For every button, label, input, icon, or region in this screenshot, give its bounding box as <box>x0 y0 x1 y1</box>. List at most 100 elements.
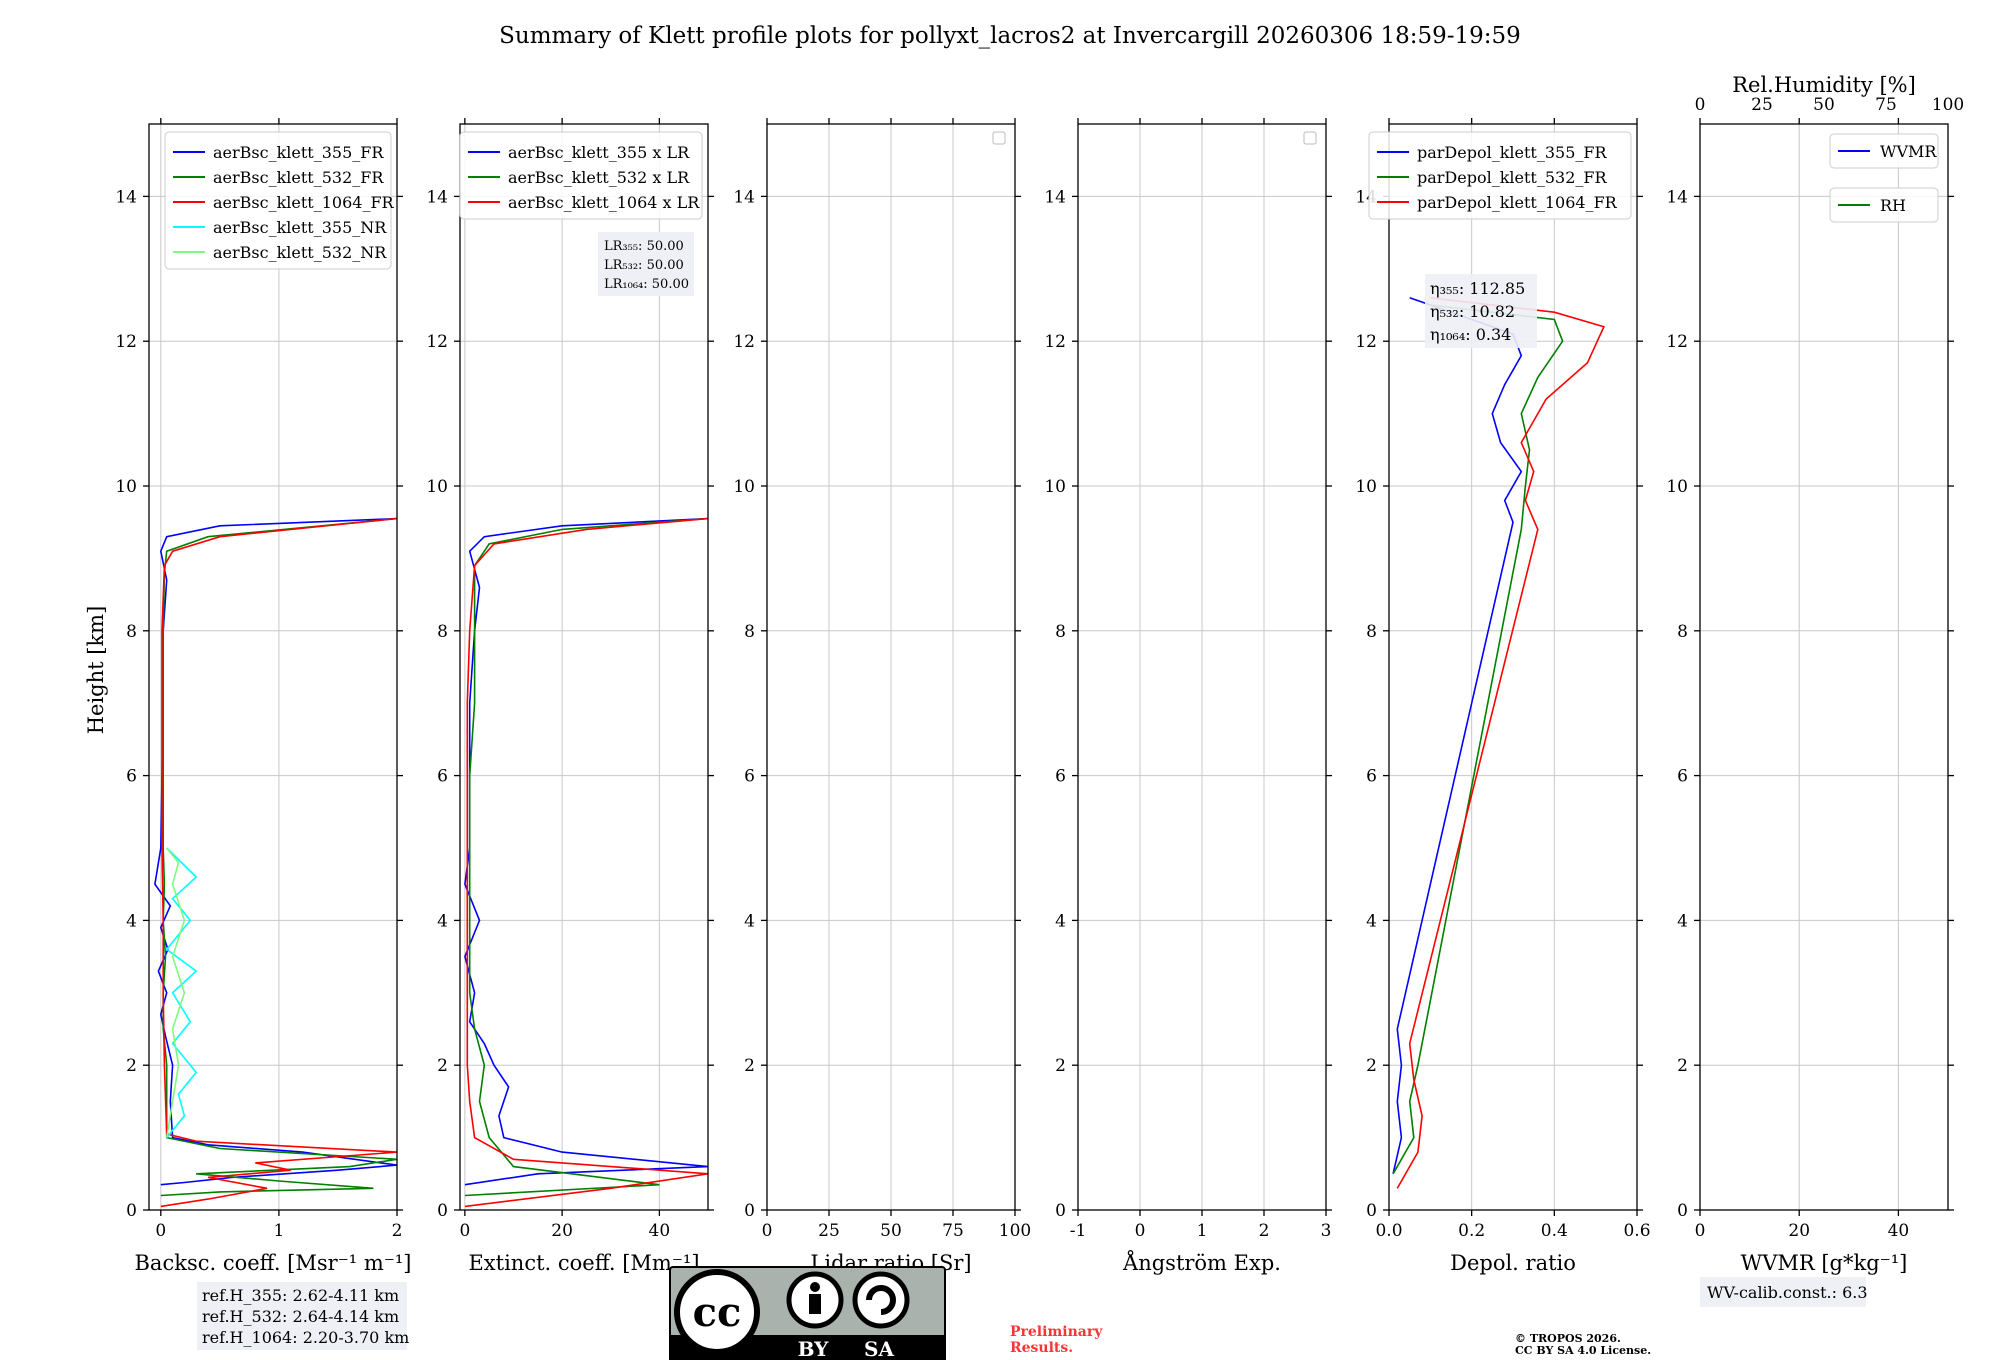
eta-annotation: η₃₅₅: 112.85 <box>1430 279 1525 298</box>
x-tick-label: 75 <box>942 1221 964 1241</box>
x-tick-label: 2 <box>392 1221 403 1241</box>
y-tick-label: 4 <box>1366 911 1377 931</box>
y-tick-label: 12 <box>1044 332 1066 352</box>
y-tick-label: 10 <box>115 477 137 497</box>
annotation-box <box>1700 1277 1866 1307</box>
y-tick-label: 8 <box>437 622 448 642</box>
plot-area <box>1700 124 1948 1210</box>
y-tick-label: 2 <box>126 1056 137 1076</box>
x-tick-label: 0.6 <box>1623 1221 1650 1241</box>
y-tick-label: 14 <box>733 187 755 207</box>
x-tick-label: 2 <box>1259 1221 1270 1241</box>
y-axis-label: Height [km] <box>84 606 108 735</box>
x-tick-label: 0 <box>762 1221 773 1241</box>
wv-calib-annotation: WV-calib.const.: 6.3 <box>1707 1283 1868 1302</box>
series-line-aerBsc_klett_355_NR <box>165 847 198 1139</box>
legend-entry-parDepol_klett_532_FR: parDepol_klett_532_FR <box>1417 168 1608 187</box>
legend-box <box>1829 133 1939 169</box>
x-tick-label: 25 <box>818 1221 840 1241</box>
x-tick-label: 1 <box>1197 1221 1208 1241</box>
y-tick-label: 4 <box>744 911 755 931</box>
series-line-aerBsc_klett_1064 x LR <box>464 517 708 1208</box>
legend-entry-aerBsc_klett_1064_FR: aerBsc_klett_1064_FR <box>213 193 395 212</box>
y-tick-label: 10 <box>1666 477 1688 497</box>
legend-box <box>164 131 392 270</box>
ref-height-annotation: ref.H_355: 2.62-4.11 km <box>202 1286 399 1305</box>
y-tick-label: 6 <box>1055 767 1066 787</box>
by-label: BY <box>798 1337 830 1360</box>
x-axis-label: Depol. ratio <box>1450 1251 1576 1275</box>
legend-entry-aerBsc_klett_532 x LR: aerBsc_klett_532 x LR <box>508 168 690 187</box>
ref-height-annotation: ref.H_1064: 2.20-3.70 km <box>202 1328 409 1347</box>
y-tick-label: 0 <box>1366 1201 1377 1221</box>
series-group <box>464 517 708 1208</box>
y-tick-label: 0 <box>437 1201 448 1221</box>
series-line-aerBsc_klett_355_FR <box>154 517 397 1186</box>
x-tick-label: 40 <box>1888 1221 1910 1241</box>
y-tick-label: 8 <box>1677 622 1688 642</box>
legend-box <box>459 131 703 220</box>
series-line-aerBsc_klett_532_NR <box>165 847 186 1138</box>
panel-wvmr: 0 2 4 6 8 10 12 14 0 20 40 WVMR [g*kg⁻¹] 0 25 50 75 100 R… <box>1666 73 1964 1307</box>
x-tick-label: 50 <box>880 1221 902 1241</box>
preliminary-line-1: Preliminary <box>1010 1324 1103 1340</box>
x-tick-label: 0.2 <box>1458 1221 1485 1241</box>
legend-box <box>1368 131 1632 220</box>
y-tick-label: 6 <box>126 767 137 787</box>
annotation-box <box>197 1282 407 1350</box>
eta-annotation: η₁₀₆₄: 0.34 <box>1430 325 1511 344</box>
y-tick-label: 2 <box>1055 1056 1066 1076</box>
legend-entry-aerBsc_klett_532_FR: aerBsc_klett_532_FR <box>213 168 384 187</box>
series-line-parDepol_klett_532_FR <box>1392 304 1564 1175</box>
x-tick-label: 1 <box>273 1221 284 1241</box>
y-tick-label: 8 <box>1055 622 1066 642</box>
plot-area <box>149 124 397 1210</box>
series-line-parDepol_klett_1064_FR <box>1396 297 1606 1189</box>
x-tick-label: 0.0 <box>1375 1221 1402 1241</box>
cc-license-badge[interactable]: cc BY SA <box>669 1266 946 1360</box>
y-tick-label: 8 <box>126 622 137 642</box>
x-tick-label: 40 <box>649 1221 671 1241</box>
preliminary-line-2: Results. <box>1010 1340 1073 1356</box>
axes-frame <box>148 123 398 1211</box>
y-tick-label: 12 <box>1666 332 1688 352</box>
y-tick-label: 14 <box>426 187 448 207</box>
legend-box <box>1829 187 1939 223</box>
top-tick-label: 0 <box>1695 95 1706 115</box>
annotation-box <box>1425 274 1537 348</box>
cc-icon <box>674 1269 760 1355</box>
x-axis-label: Ångström Exp. <box>1122 1250 1281 1275</box>
axes-frame <box>1388 123 1638 1211</box>
sa-label: SA <box>864 1337 894 1360</box>
figure-title: Summary of Klett profile plots for polly… <box>499 23 1521 49</box>
series-line-aerBsc_klett_532 x LR <box>464 517 708 1197</box>
x-tick-label: 3 <box>1321 1221 1332 1241</box>
y-tick-label: 14 <box>1044 187 1066 207</box>
axes-frame <box>1699 123 1949 1211</box>
legend-entry-aerBsc_klett_355_NR: aerBsc_klett_355_NR <box>213 218 387 237</box>
top-axis-label: Rel.Humidity [%] <box>1732 73 1916 97</box>
y-tick-label: 10 <box>1355 477 1377 497</box>
y-tick-label: 2 <box>437 1056 448 1076</box>
x-tick-label: 100 <box>999 1221 1031 1241</box>
legend-entry-parDepol_klett_1064_FR: parDepol_klett_1064_FR <box>1417 193 1618 212</box>
empty-legend <box>1303 131 1317 145</box>
series-line-aerBsc_klett_355 x LR <box>464 517 708 1186</box>
legend-entry-RH: RH <box>1880 196 1906 215</box>
y-tick-label: 2 <box>1677 1056 1688 1076</box>
legend-entry-aerBsc_klett_532_NR: aerBsc_klett_532_NR <box>213 243 387 262</box>
top-tick-label: 75 <box>1875 95 1897 115</box>
series-group <box>154 517 397 1208</box>
y-tick-label: 6 <box>1366 767 1377 787</box>
y-tick-label: 10 <box>426 477 448 497</box>
y-tick-label: 0 <box>1677 1201 1688 1221</box>
x-axis-label: WVMR [g*kg⁻¹] <box>1741 1251 1908 1275</box>
y-tick-label: 6 <box>437 767 448 787</box>
y-tick-label: 8 <box>744 622 755 642</box>
